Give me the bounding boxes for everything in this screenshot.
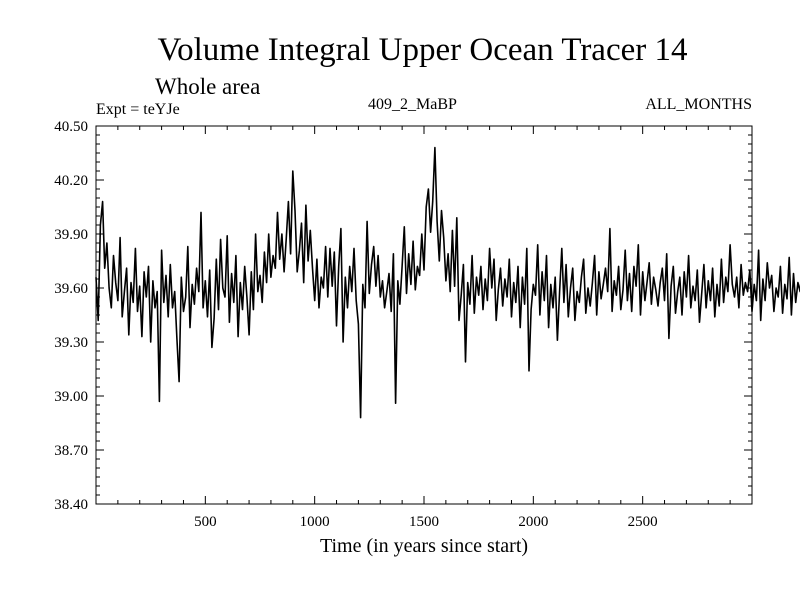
x-tick-label: 2000	[518, 514, 548, 530]
axis-ticks	[96, 126, 752, 504]
x-tick-label: 1500	[409, 514, 439, 530]
x-tick-label: 500	[194, 514, 217, 530]
series-line	[95, 146, 800, 419]
x-tick-labels: 500 1000 1500 2000 2500	[194, 514, 658, 530]
y-tick-label: 39.60	[54, 281, 88, 297]
x-tick-label: 2500	[628, 514, 658, 530]
experiment-label: Expt = teYJe	[96, 101, 180, 118]
run-label: 409_2_MaBP	[368, 96, 457, 113]
chart-title: Volume Integral Upper Ocean Tracer 14	[157, 32, 688, 68]
y-tick-label: 40.20	[54, 173, 88, 189]
chart-subtitle: Whole area	[155, 74, 261, 99]
y-tick-label: 38.40	[54, 497, 88, 513]
y-tick-label: 40.50	[54, 119, 88, 135]
y-tick-labels: 38.40 38.70 39.00 39.30 39.60 39.90 40.20 40.50	[54, 119, 88, 513]
y-tick-label: 39.90	[54, 227, 88, 243]
y-tick-label: 38.70	[54, 443, 88, 459]
x-axis-label: Time (in years since start)	[319, 535, 529, 557]
y-tick-label: 39.30	[54, 335, 88, 351]
period-label: ALL_MONTHS	[645, 96, 752, 113]
plot-frame	[95, 125, 753, 505]
x-tick-label: 1000	[300, 514, 330, 530]
y-tick-label: 39.00	[54, 389, 88, 405]
